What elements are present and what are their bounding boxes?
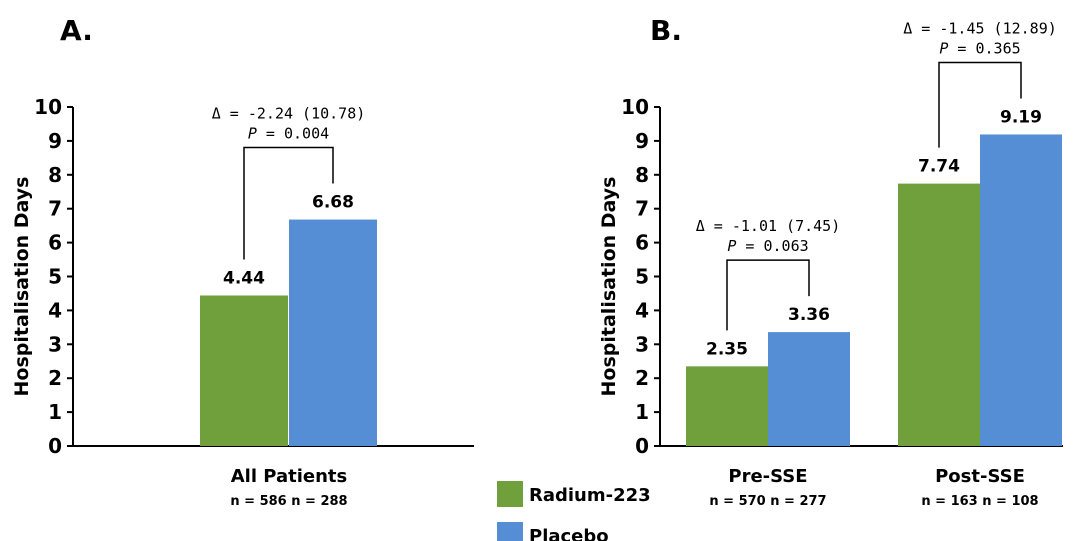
significance-bracket	[726, 259, 810, 331]
bar-value-label: 3.36	[788, 305, 830, 325]
y-tick-label: 7	[48, 197, 62, 221]
legend-swatch-radium	[497, 481, 523, 507]
y-tick-label: 9	[48, 129, 62, 153]
y-axis-label: Hospitalisation Days	[598, 177, 620, 397]
legend: Radium-223 Placebo	[497, 481, 651, 541]
y-tick-label: 4	[48, 298, 62, 322]
bar-radium	[686, 366, 768, 446]
category-label: Post-SSE	[935, 466, 1025, 487]
p-value-annotation: P = 0.365	[939, 39, 1020, 57]
chart-panel-b: B. Hospitalisation Days 0 1 2 3 4 5 6 7 8 9 10 2.35 3.…	[598, 14, 1063, 509]
n-label: n = 163 n = 108	[921, 494, 1038, 509]
significance-bracket	[938, 61, 1022, 148]
n-label: n = 570 n = 277	[709, 494, 826, 509]
y-axis-label: Hospitalisation Days	[11, 177, 33, 397]
bar-placebo	[980, 134, 1062, 447]
y-tick-label: 9	[635, 129, 649, 153]
n-label: n = 586 n = 288	[230, 494, 347, 509]
legend-label: Placebo	[529, 526, 609, 541]
y-tick-label: 4	[635, 298, 649, 322]
chart-panel-a: A. Hospitalisation Days 0 1 2 3 4 5 6 7 8 9 10 4.44 6.…	[11, 14, 474, 509]
y-tick-label: 6	[635, 231, 649, 255]
p-value-annotation: P = 0.063	[727, 237, 808, 255]
bar-value-label: 2.35	[706, 339, 748, 359]
panel-label: B.	[650, 14, 682, 47]
y-tick-label: 3	[48, 332, 62, 356]
panel-label: A.	[60, 14, 93, 47]
bar-radium	[200, 295, 288, 446]
y-tick-label: 2	[48, 366, 62, 390]
bar-radium	[898, 183, 980, 446]
y-tick-label: 10	[34, 95, 62, 119]
y-tick-label: 6	[48, 231, 62, 255]
y-tick-label: 1	[48, 400, 62, 424]
y-tick-label: 5	[48, 265, 62, 289]
significance-bracket	[243, 146, 334, 260]
delta-annotation: Δ = -1.45 (12.89)	[903, 19, 1057, 37]
y-tick-label: 8	[48, 163, 62, 187]
y-tick-label: 0	[48, 434, 62, 458]
bar-placebo	[289, 219, 377, 446]
p-value-annotation: P = 0.004	[248, 125, 329, 143]
category-label: All Patients	[231, 466, 348, 487]
bar-placebo	[768, 332, 850, 446]
delta-annotation: Δ = -2.24 (10.78)	[212, 105, 366, 123]
bar-value-label: 7.74	[918, 157, 960, 177]
y-tick-label: 1	[635, 400, 649, 424]
y-tick-label: 2	[635, 366, 649, 390]
category-label: Pre-SSE	[728, 466, 807, 487]
legend-swatch-placebo	[497, 522, 523, 541]
y-tick-label: 8	[635, 163, 649, 187]
delta-annotation: Δ = -1.01 (7.45)	[696, 217, 841, 235]
y-tick-label: 0	[635, 434, 649, 458]
bar-value-label: 6.68	[312, 193, 354, 213]
legend-label: Radium-223	[529, 485, 651, 506]
y-tick-label: 7	[635, 197, 649, 221]
y-tick-label: 5	[635, 265, 649, 289]
y-tick-label: 10	[621, 95, 649, 119]
y-tick-label: 3	[635, 332, 649, 356]
bar-value-label: 9.19	[1000, 107, 1042, 127]
bar-value-label: 4.44	[223, 268, 265, 288]
